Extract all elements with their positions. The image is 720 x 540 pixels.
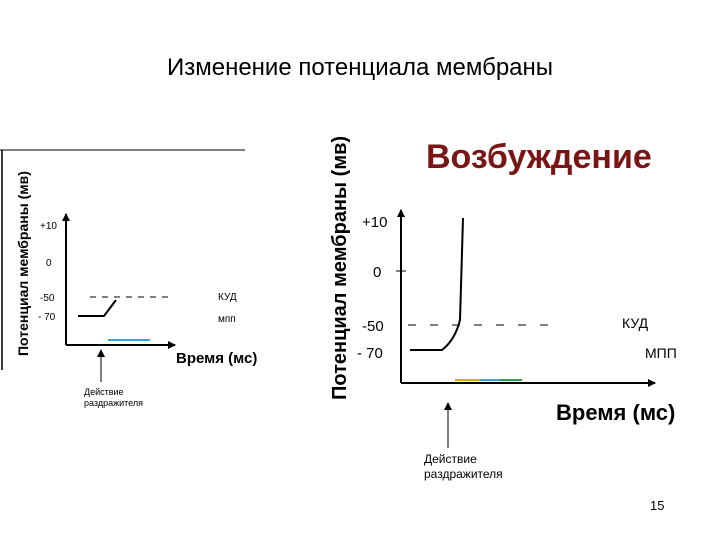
large-x-axis-label: Время (мс) <box>556 400 675 425</box>
slide-title: Изменение потенциала мембраны <box>166 54 554 81</box>
large-threshold-label: КУД <box>622 315 649 331</box>
small-stimulus-label-2: раздражителя <box>84 398 143 408</box>
page-number: 15 <box>650 498 665 513</box>
small-tick-minus70: - 70 <box>38 312 56 323</box>
small-resting-label: мпп <box>218 314 236 325</box>
small-threshold-label: КУД <box>218 292 237 303</box>
small-potential-curve <box>78 299 117 317</box>
large-tick-minus50: -50 <box>362 318 384 335</box>
small-tick-plus10: +10 <box>40 221 57 232</box>
large-potential-curve <box>410 217 464 351</box>
small-tick-minus50: -50 <box>40 293 55 304</box>
large-tick-plus10: +10 <box>362 214 387 231</box>
large-y-axis-label: Потенциал мембраны (мв) <box>329 136 351 400</box>
large-chart: Возбуждение Потенциал мембраны (мв) +10 … <box>329 136 677 481</box>
large-tick-minus70: - 70 <box>357 345 383 362</box>
large-stimulus-label-2: раздражителя <box>424 467 503 481</box>
small-chart: Потенциал мембраны (мв) +10 0 -50 - 70 К… <box>0 149 257 408</box>
large-tick-zero: 0 <box>373 264 381 281</box>
large-chart-heading: Возбуждение <box>426 138 652 176</box>
small-y-axis-label: Потенциал мембраны (мв) <box>15 171 31 356</box>
large-stimulus-label-1: Действие <box>424 452 477 466</box>
small-tick-zero: 0 <box>46 258 52 269</box>
small-x-axis-label: Время (мс) <box>176 350 257 367</box>
large-resting-label: МПП <box>645 345 677 361</box>
small-stimulus-label-1: Действие <box>84 387 124 397</box>
